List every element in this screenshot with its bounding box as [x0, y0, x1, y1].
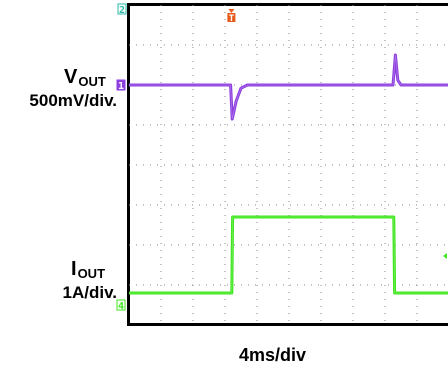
ch4-marker: 4 — [118, 301, 124, 312]
trigger-marker-box — [227, 13, 236, 22]
channel-markers: 2 1 4 T — [116, 3, 447, 312]
iout-scale-label: 1A/div. — [62, 283, 117, 302]
ch4-marker-box — [116, 299, 126, 311]
plot-frame — [127, 3, 448, 326]
trigger-arrow-icon — [228, 9, 235, 13]
trace-iout — [129, 215, 448, 295]
traces — [129, 53, 448, 295]
ch2-marker-box — [117, 3, 127, 15]
ch1-marker: 1 — [118, 81, 124, 92]
vout-scale-label: 500mV/div. — [29, 91, 117, 110]
trace-highlight-iout — [129, 216, 448, 294]
trace-vout — [129, 53, 448, 121]
vout-label: VOUT — [64, 66, 106, 89]
iout-label: IOUT — [71, 258, 106, 281]
ch2-marker: 2 — [119, 5, 125, 16]
trace-highlight-vout — [129, 54, 448, 120]
ch1-marker-box — [116, 79, 126, 91]
grid — [129, 5, 448, 325]
trigger-marker: T — [229, 14, 235, 24]
time-scale-label: 4ms/div — [239, 345, 307, 365]
offscreen-arrow-icon — [443, 253, 447, 259]
